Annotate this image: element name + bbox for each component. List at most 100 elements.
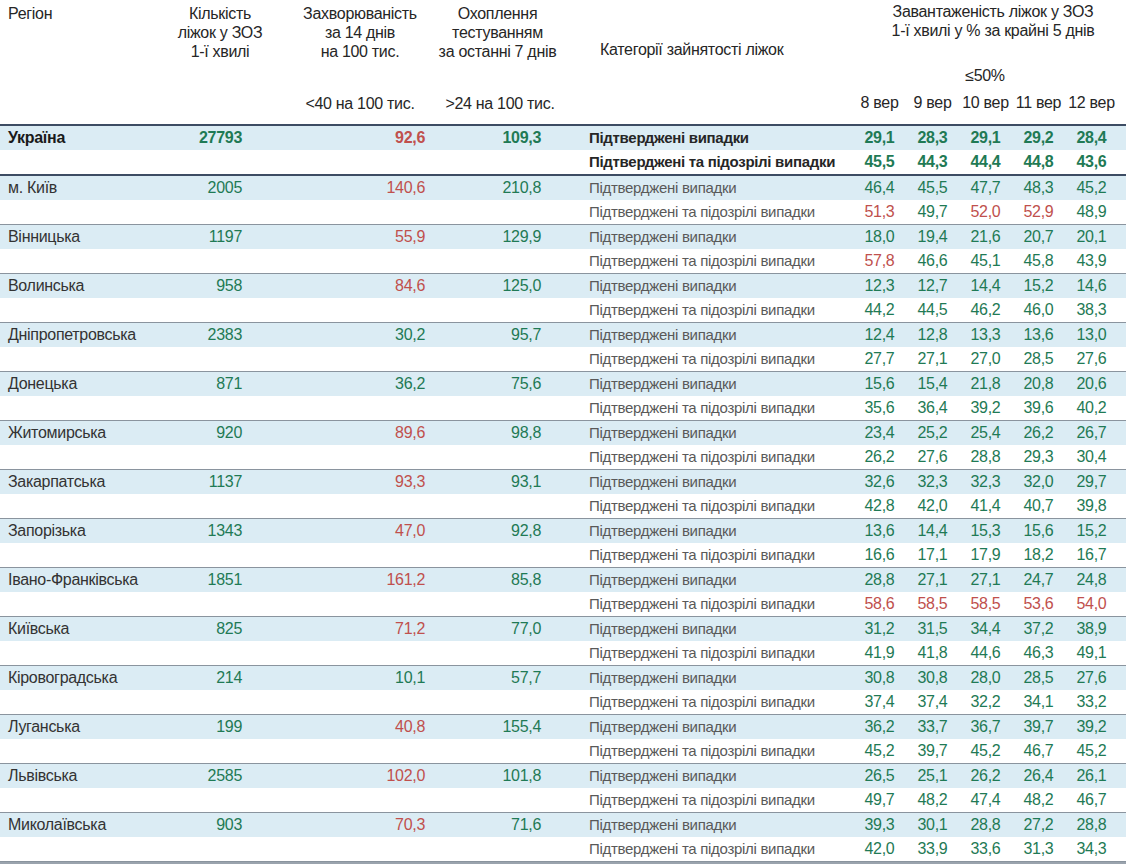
region-block: Дніпропетровська 2383 30,2 95,7 Підтверд… — [0, 323, 1126, 372]
table-row-confirmed-suspected: Підтверджені та підозрілі випадки 26,2 2… — [0, 445, 1126, 469]
occupancy-value: 34,4 — [959, 617, 1012, 641]
occupancy-value: 14,4 — [959, 274, 1012, 298]
category-label-confirmed-suspected: Підтверджені та підозрілі випадки — [573, 445, 853, 469]
occupancy-value: 31,3 — [1012, 837, 1065, 861]
incidence-value: 71,2 — [250, 617, 435, 641]
occupancy-value: 26,2 — [853, 445, 906, 469]
occupancy-value: 44,5 — [906, 298, 959, 322]
occupancy-value: 26,7 — [1065, 421, 1118, 445]
testing-value: 210,8 — [435, 176, 553, 200]
occupancy-value: 45,5 — [906, 176, 959, 200]
category-label-confirmed-suspected: Підтверджені та підозрілі випадки — [573, 543, 853, 567]
testing-value: 92,8 — [435, 519, 553, 543]
occupancy-value: 46,7 — [1065, 788, 1118, 812]
category-label-confirmed: Підтверджені випадки — [573, 666, 853, 690]
occupancy-value: 54,0 — [1065, 592, 1118, 616]
incidence-value: 70,3 — [250, 813, 435, 837]
category-label-confirmed: Підтверджені випадки — [573, 274, 853, 298]
occupancy-value: 18,0 — [853, 225, 906, 249]
occupancy-value: 32,0 — [1012, 470, 1065, 494]
occupancy-value: 39,2 — [1065, 715, 1118, 739]
occupancy-value: 44,2 — [853, 298, 906, 322]
beds-value: 2585 — [175, 764, 250, 788]
table-row-confirmed: Дніпропетровська 2383 30,2 95,7 Підтверд… — [0, 323, 1126, 347]
occupancy-value: 45,1 — [959, 249, 1012, 273]
table-row-confirmed-suspected: Підтверджені та підозрілі випадки 42,8 4… — [0, 494, 1126, 518]
occupancy-value: 15,2 — [1012, 274, 1065, 298]
occupancy-value: 15,6 — [853, 372, 906, 396]
occupancy-value: 29,1 — [959, 126, 1012, 150]
region-block: Донецька 871 36,2 75,6 Підтверджені випа… — [0, 372, 1126, 421]
column-header-bed-categories: Категорії зайнятості ліжок — [600, 40, 783, 59]
occupancy-value: 45,5 — [853, 150, 906, 174]
occupancy-value: 28,8 — [959, 813, 1012, 837]
region-name: Донецька — [0, 372, 175, 396]
occupancy-value: 57,8 — [853, 249, 906, 273]
occupancy-value: 29,2 — [1012, 126, 1065, 150]
occupancy-value: 26,2 — [959, 764, 1012, 788]
region-block: Івано-Франківська 1851 161,2 85,8 Підтве… — [0, 568, 1126, 617]
category-label-confirmed: Підтверджені випадки — [573, 126, 853, 150]
occupancy-value: 28,8 — [853, 568, 906, 592]
occupancy-value: 26,4 — [1012, 764, 1065, 788]
beds-value: 825 — [175, 617, 250, 641]
occupancy-value: 15,2 — [1065, 519, 1118, 543]
region-block: Львівська 2585 102,0 101,8 Підтверджені … — [0, 764, 1126, 813]
occupancy-value: 44,8 — [1012, 150, 1065, 174]
table-row-confirmed: м. Київ 2005 140,6 210,8 Підтверджені ви… — [0, 176, 1126, 200]
occupancy-value: 13,6 — [853, 519, 906, 543]
occupancy-value: 14,6 — [1065, 274, 1118, 298]
category-label-confirmed-suspected: Підтверджені та підозрілі випадки — [573, 690, 853, 714]
table-row-confirmed: Україна 27793 92,6 109,3 Підтверджені ви… — [0, 126, 1126, 150]
occupancy-value: 16,6 — [853, 543, 906, 567]
region-block: Кіровоградська 214 10,1 57,7 Підтверджен… — [0, 666, 1126, 715]
occupancy-value: 26,1 — [1065, 764, 1118, 788]
region-block: Миколаївська 903 70,3 71,6 Підтверджені … — [0, 813, 1126, 862]
occupancy-value: 27,2 — [1012, 813, 1065, 837]
occupancy-value: 34,1 — [1012, 690, 1065, 714]
occupancy-value: 39,7 — [906, 739, 959, 763]
region-name: Дніпропетровська — [0, 323, 175, 347]
occupancy-value: 15,3 — [959, 519, 1012, 543]
table-row-confirmed: Київська 825 71,2 77,0 Підтверджені випа… — [0, 617, 1126, 641]
occupancy-value: 43,9 — [1065, 249, 1118, 273]
table-row-confirmed: Донецька 871 36,2 75,6 Підтверджені випа… — [0, 372, 1126, 396]
occupancy-value: 51,3 — [853, 200, 906, 224]
occupancy-value: 12,4 — [853, 323, 906, 347]
occupancy-value: 12,8 — [906, 323, 959, 347]
region-name: Київська — [0, 617, 175, 641]
testing-value: 98,8 — [435, 421, 553, 445]
column-header-region: Регіон — [8, 4, 52, 23]
category-label-confirmed-suspected: Підтверджені та підозрілі випадки — [573, 837, 853, 861]
category-label-confirmed: Підтверджені випадки — [573, 470, 853, 494]
occupancy-value: 45,2 — [1065, 176, 1118, 200]
occupancy-value: 20,6 — [1065, 372, 1118, 396]
beds-value: 199 — [175, 715, 250, 739]
table-row-confirmed-suspected: Підтверджені та підозрілі випадки 41,9 4… — [0, 641, 1126, 665]
region-block: Україна 27793 92,6 109,3 Підтверджені ви… — [0, 126, 1126, 176]
occupancy-value: 13,0 — [1065, 323, 1118, 347]
occupancy-value: 45,2 — [1065, 739, 1118, 763]
occupancy-value: 20,8 — [1012, 372, 1065, 396]
occupancy-value: 43,6 — [1065, 150, 1118, 174]
occupancy-value: 24,8 — [1065, 568, 1118, 592]
table-body: Україна 27793 92,6 109,3 Підтверджені ви… — [0, 126, 1126, 864]
region-block: м. Київ 2005 140,6 210,8 Підтверджені ви… — [0, 176, 1126, 225]
beds-value: 1343 — [175, 519, 250, 543]
occupancy-value: 33,6 — [959, 837, 1012, 861]
occupancy-value: 33,2 — [1065, 690, 1118, 714]
occupancy-value: 53,6 — [1012, 592, 1065, 616]
category-label-confirmed-suspected: Підтверджені та підозрілі випадки — [573, 298, 853, 322]
category-label-confirmed: Підтверджені випадки — [573, 813, 853, 837]
occupancy-value: 39,2 — [959, 396, 1012, 420]
incidence-value: 93,3 — [250, 470, 435, 494]
category-label-confirmed-suspected: Підтверджені та підозрілі випадки — [573, 200, 853, 224]
occupancy-value: 29,1 — [853, 126, 906, 150]
occupancy-value: 31,2 — [853, 617, 906, 641]
region-name: Запорізька — [0, 519, 175, 543]
occupancy-value: 13,6 — [1012, 323, 1065, 347]
occupancy-value: 52,0 — [959, 200, 1012, 224]
region-name: Житомирська — [0, 421, 175, 445]
date-header: 12 вер — [1065, 94, 1118, 112]
table-header: Регіон Кількість ліжок у ЗОЗ 1-ї хвилі З… — [0, 0, 1126, 126]
